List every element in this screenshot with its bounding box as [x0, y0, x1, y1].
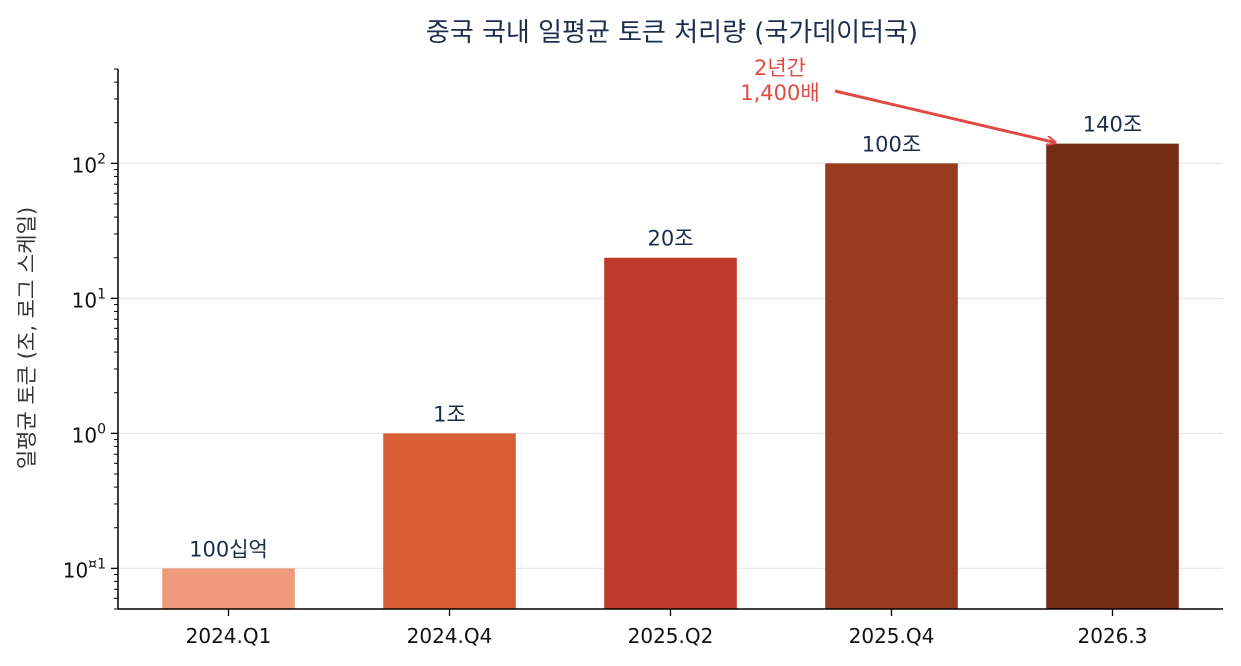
x-ticks: 2024.Q1 2024.Q4 2025.Q2 2025.Q4 2026.3 — [186, 609, 1148, 648]
chart-title: 중국 국내 일평균 토큰 처리량 (국가데이터국) — [426, 18, 918, 48]
x-tick-label: 2025.Q2 — [628, 624, 714, 648]
x-tick-label: 2026.3 — [1078, 624, 1148, 648]
bar-value-label: 20조 — [647, 227, 693, 251]
annotation-text: 2년간 — [754, 56, 806, 80]
bar-value-label: 100조 — [862, 132, 921, 156]
annotation-text: 1,400배 — [740, 81, 819, 105]
x-tick-label: 2025.Q4 — [849, 624, 935, 648]
bar-value-label: 140조 — [1083, 113, 1142, 137]
bar — [1046, 143, 1179, 609]
y-tick-label: 101 — [72, 286, 106, 312]
bar — [383, 433, 516, 609]
bar — [162, 568, 295, 609]
y-axis-label: 일평균 토큰 (조, 로그 스케일) — [15, 207, 39, 469]
annotation-arrow — [834, 89, 1056, 143]
y-ticks: 10¤1 100 101 102 — [63, 151, 118, 582]
bar-labels: 100십억 1조 20조 100조 140조 — [189, 113, 1142, 562]
bars — [162, 143, 1179, 609]
x-tick-label: 2024.Q4 — [407, 624, 493, 648]
y-tick-label: 102 — [72, 151, 106, 177]
bar-value-label: 100십억 — [189, 537, 268, 561]
bar — [825, 163, 958, 609]
y-tick-label: 100 — [72, 421, 106, 447]
x-tick-label: 2024.Q1 — [186, 624, 272, 648]
y-tick-label: 10¤1 — [63, 556, 106, 582]
bar-value-label: 1조 — [433, 402, 466, 426]
bar — [604, 257, 737, 609]
